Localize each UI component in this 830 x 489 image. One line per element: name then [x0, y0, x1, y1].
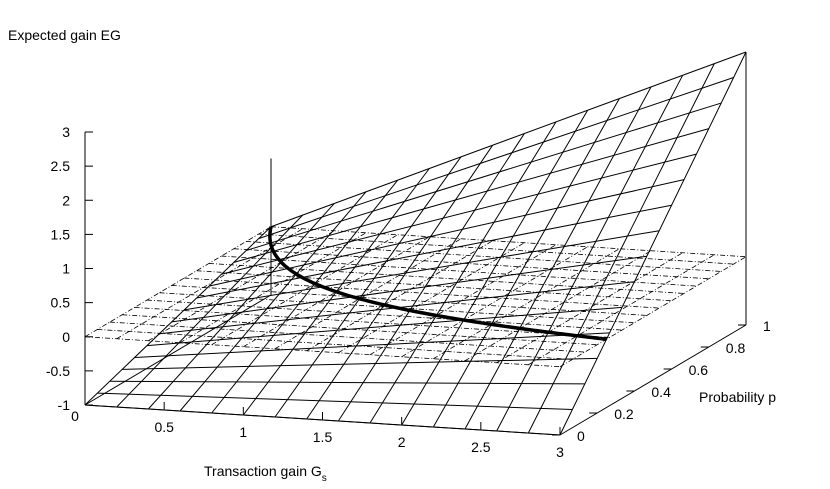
plane-line-p — [221, 255, 697, 287]
plane-line-x — [179, 232, 367, 344]
box-edge-right-bottom — [559, 324, 747, 436]
surface-line-p — [246, 102, 722, 251]
surface-line-x — [274, 156, 462, 418]
tick-labels: 32.521.510.50-0.5-10.5 1 1.5 2 2.5 300.20.40.… — [46, 124, 771, 460]
surface-line-p — [171, 255, 647, 323]
surface-line-p — [146, 306, 623, 347]
z-tick-label: -0.5 — [46, 363, 70, 379]
zero-plane — [84, 226, 747, 368]
surface-line-x — [116, 214, 304, 408]
intersection-curve — [268, 226, 607, 341]
surface-line-x — [401, 109, 589, 426]
surface-line-x — [559, 51, 747, 436]
x-tick-label: 0.5 — [154, 419, 174, 435]
y-tick-label: 1 — [763, 318, 771, 334]
x-tick-label: 1 — [239, 424, 247, 440]
x-tick-label: 1.5 — [313, 429, 333, 445]
z-tick-label: 1 — [62, 261, 70, 277]
surface-line-x — [84, 226, 272, 406]
surface-line-p — [134, 332, 610, 358]
surface-line-p — [258, 77, 734, 240]
x-origin-label: 0 — [71, 408, 79, 424]
z-tick-label: 0.5 — [51, 295, 71, 311]
surface-line-p — [221, 153, 697, 275]
surface-line-x — [211, 179, 399, 414]
surface-line-x — [147, 203, 335, 410]
z-tick-label: 0 — [62, 329, 70, 345]
plane-line-x — [274, 238, 462, 350]
surface-line-p — [196, 204, 672, 299]
x-axis-label: Transaction gain Gs — [204, 463, 327, 484]
x-tick-label: 3 — [556, 444, 564, 460]
plane-line-p — [270, 226, 747, 258]
plane-line-p — [97, 329, 573, 360]
plane-line-x — [433, 248, 620, 360]
y-tick-label: 0.2 — [614, 406, 634, 422]
plane-line-x — [369, 244, 557, 356]
y-axis-label: Probability p — [699, 389, 776, 405]
plane-line-x — [559, 256, 747, 368]
z-tick-label: 2.5 — [51, 158, 71, 174]
plane-line-x — [84, 226, 272, 338]
x-axis-label-main: Transaction gain G — [204, 463, 322, 479]
z-tick-label: -1 — [58, 397, 71, 413]
x-tick-label: 2 — [398, 434, 406, 450]
plane-line-p — [258, 233, 734, 265]
surface-line-p — [184, 230, 660, 311]
y-tick-label: 0.8 — [726, 340, 746, 356]
surface-line-x — [496, 75, 684, 432]
plane-line-p — [122, 314, 598, 346]
y-tick-label: 0.4 — [651, 384, 671, 400]
z-tick-label: 1.5 — [51, 226, 71, 242]
surface-line-x — [464, 86, 652, 430]
surface-line-p — [208, 179, 685, 287]
plane-line-x — [496, 252, 683, 364]
plane-line-x — [401, 246, 588, 358]
surface-line-x — [337, 133, 525, 422]
plane-line-x — [148, 230, 335, 342]
tick-marks — [85, 131, 746, 436]
surface-line-p — [270, 51, 747, 228]
surface-line-p — [122, 357, 598, 370]
surface-line-x — [306, 144, 494, 420]
y-tick-label: 0 — [577, 428, 585, 444]
plane-line-p — [208, 263, 685, 294]
plane-line-p — [84, 336, 561, 368]
plane-line-p — [184, 277, 660, 309]
surface-line-x — [179, 191, 367, 412]
intersection-curve-line — [268, 226, 607, 341]
plane-line-p — [146, 299, 623, 331]
y-tick-label: 0.6 — [689, 362, 709, 378]
plane-line-p — [171, 285, 647, 316]
plane-line-p — [233, 248, 709, 280]
plane-line-x — [528, 254, 715, 366]
z-tick-label: 2 — [62, 192, 70, 208]
z-tick-label: 3 — [62, 124, 70, 140]
plane-line-x — [243, 236, 430, 348]
surface-line-x — [527, 63, 715, 434]
surface-line-p — [109, 380, 585, 385]
surface-line-x — [432, 98, 620, 428]
plane-line-x — [338, 242, 525, 354]
plane-line-x — [211, 234, 398, 346]
plane-line-x — [464, 250, 652, 362]
surface-line-p — [233, 128, 709, 263]
plane-line-p — [246, 241, 722, 272]
axis-box — [84, 52, 747, 436]
x-tick-label: 2.5 — [471, 439, 491, 455]
plane-line-x — [306, 240, 493, 352]
box-edge-left-bottom — [84, 294, 272, 406]
z-axis-label: Expected gain EG — [8, 27, 121, 43]
surface-line-p — [97, 392, 573, 410]
plane-line-p — [109, 321, 585, 353]
surface-line-x — [369, 121, 557, 424]
x-axis-label-subscript: s — [322, 473, 327, 484]
surface-mesh — [84, 51, 747, 436]
